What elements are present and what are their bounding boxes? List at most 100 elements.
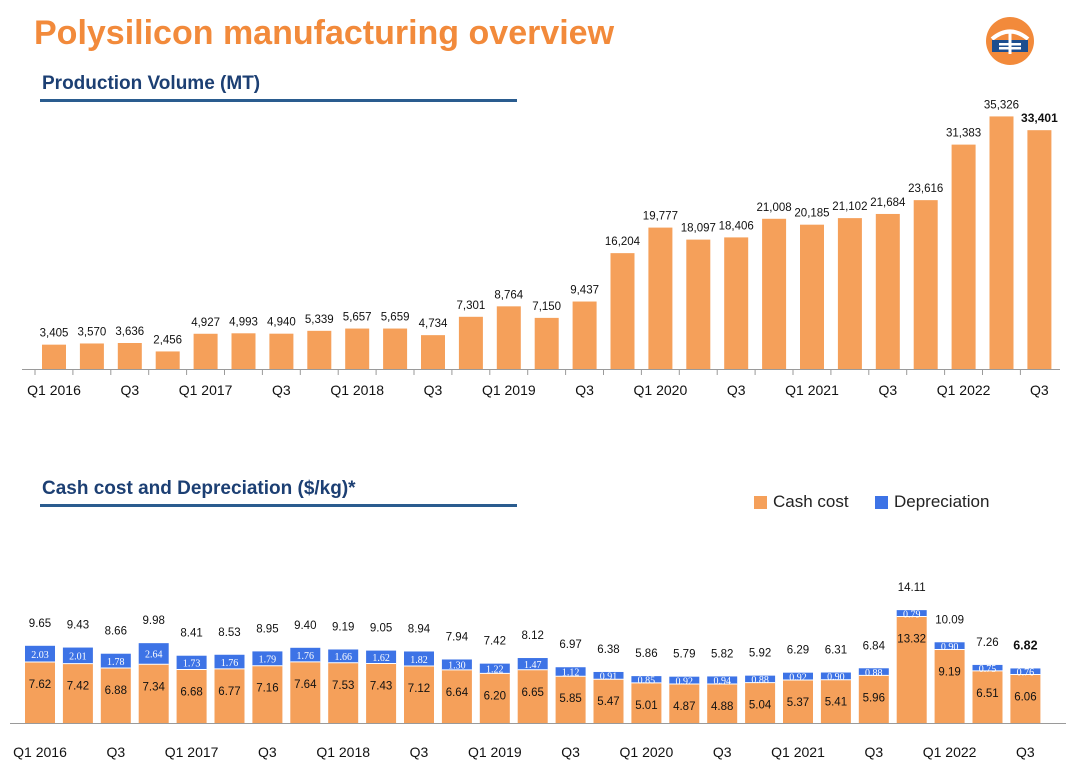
production-title-underline (40, 99, 517, 102)
cost-x-tick-label: Q3 (561, 744, 580, 760)
total-value-label: 6.38 (597, 644, 619, 656)
depreciation-value-label: 1.62 (372, 653, 390, 664)
total-value-label: 14.11 (898, 582, 926, 594)
legend-cash-cost-swatch (754, 495, 767, 509)
depreciation-value-label: 2.01 (69, 652, 87, 663)
cash-cost-value-label: 6.65 (522, 687, 544, 699)
cash-cost-bar (62, 663, 93, 723)
cash-cost-bar (100, 667, 131, 723)
legend-depreciation-swatch (875, 495, 888, 509)
depreciation-bar (1010, 668, 1041, 675)
production-value-label: 3,570 (78, 326, 107, 338)
total-value-label: 9.05 (370, 623, 392, 635)
depreciation-value-label: 1.47 (524, 660, 542, 671)
total-value-label: 6.97 (559, 639, 581, 651)
total-value-label: 9.19 (332, 621, 354, 633)
production-bar (648, 227, 673, 369)
production-x-tick-label: Q3 (878, 382, 897, 398)
production-value-label: 23,616 (908, 183, 943, 195)
depreciation-bar (783, 672, 813, 681)
cash-cost-value-label: 6.68 (180, 687, 202, 699)
depreciation-bar (934, 642, 965, 650)
cash-cost-value-label: 7.42 (67, 681, 89, 693)
production-bar (193, 333, 218, 369)
cash-cost-bar (290, 661, 321, 723)
depreciation-value-label: 1.22 (486, 665, 504, 676)
cash-cost-bar (328, 662, 359, 723)
legend-depreciation: Depreciation (875, 492, 989, 512)
depreciation-bar (441, 659, 472, 670)
cash-cost-value-label: 13.32 (897, 633, 926, 645)
cash-cost-bar (252, 665, 283, 723)
depreciation-bar (404, 651, 434, 667)
production-bar (875, 213, 900, 369)
depreciation-bar (479, 663, 510, 674)
depreciation-bar (214, 654, 245, 669)
cash-cost-value-label: 6.51 (976, 688, 998, 700)
depreciation-bar (972, 664, 1003, 671)
depreciation-bar (555, 667, 586, 677)
production-value-label: 5,657 (343, 312, 372, 324)
production-x-tick-label: Q1 2021 (785, 382, 839, 398)
production-value-label: 35,326 (984, 99, 1019, 111)
total-value-label: 10.09 (935, 614, 964, 626)
total-value-label: 8.94 (408, 623, 431, 635)
cost-x-tick-label: Q1 2019 (468, 744, 522, 760)
total-value-label: 5.92 (749, 648, 771, 660)
production-value-label: 7,301 (457, 300, 486, 312)
depreciation-bar (858, 668, 889, 676)
production-bar (724, 237, 749, 369)
production-x-tick-label: Q3 (120, 382, 139, 398)
total-value-label: 5.86 (635, 648, 657, 660)
legend-depreciation-label: Depreciation (894, 492, 990, 511)
depreciation-value-label: 0.92 (789, 672, 807, 683)
depreciation-value-label: 1.76 (221, 658, 239, 669)
cash-cost-value-label: 5.37 (787, 697, 809, 709)
cash-cost-bar (517, 669, 548, 723)
cost-x-tick-label: Q1 2020 (620, 744, 674, 760)
page-title: Polysilicon manufacturing overview (34, 14, 615, 52)
production-x-tick-label: Q1 2020 (634, 382, 688, 398)
production-bar (913, 200, 938, 369)
cash-cost-bar (707, 683, 738, 723)
cash-cost-bar (783, 680, 813, 723)
depreciation-bar (593, 671, 624, 680)
production-x-tick-label: Q1 2016 (27, 382, 81, 398)
depreciation-value-label: 2.64 (145, 650, 163, 661)
cash-cost-bar (631, 682, 662, 723)
production-bar (610, 253, 635, 369)
depreciation-bar (176, 655, 207, 670)
cost-x-tick-label: Q1 2017 (165, 744, 219, 760)
depreciation-bar (252, 651, 283, 666)
cash-cost-bar (1010, 674, 1041, 723)
cash-cost-value-label: 5.47 (597, 696, 619, 708)
cost-x-tick-label: Q1 2022 (923, 744, 977, 760)
production-value-label: 9,437 (570, 285, 599, 297)
cash-cost-bar (669, 684, 700, 723)
cost-chart-title: Cash cost and Depreciation ($/kg)* (42, 478, 356, 499)
production-value-label: 18,097 (681, 223, 716, 235)
production-value-label: 19,777 (643, 211, 678, 223)
total-value-label: 6.82 (1013, 638, 1037, 652)
depreciation-bar (328, 649, 359, 663)
cost-x-tick-label: Q1 2021 (771, 744, 825, 760)
total-value-label: 7.42 (484, 636, 506, 648)
production-bar (307, 330, 332, 369)
production-bar (345, 328, 370, 369)
production-value-label: 20,185 (794, 208, 829, 220)
cash-cost-value-label: 6.77 (218, 686, 240, 698)
production-bar (496, 306, 521, 369)
depreciation-value-label: 0.88 (751, 675, 769, 686)
production-bar (79, 343, 104, 369)
production-bar (1027, 130, 1052, 369)
production-bar (231, 333, 256, 369)
depreciation-value-label: 0.92 (676, 676, 694, 687)
depreciation-value-label: 1.66 (334, 652, 352, 663)
production-bar (951, 144, 976, 369)
cash-cost-value-label: 5.41 (825, 697, 847, 709)
total-value-label: 8.95 (256, 623, 278, 635)
depreciation-value-label: 1.78 (107, 657, 125, 668)
cost-title-underline (40, 504, 517, 507)
production-value-label: 4,993 (229, 316, 258, 328)
